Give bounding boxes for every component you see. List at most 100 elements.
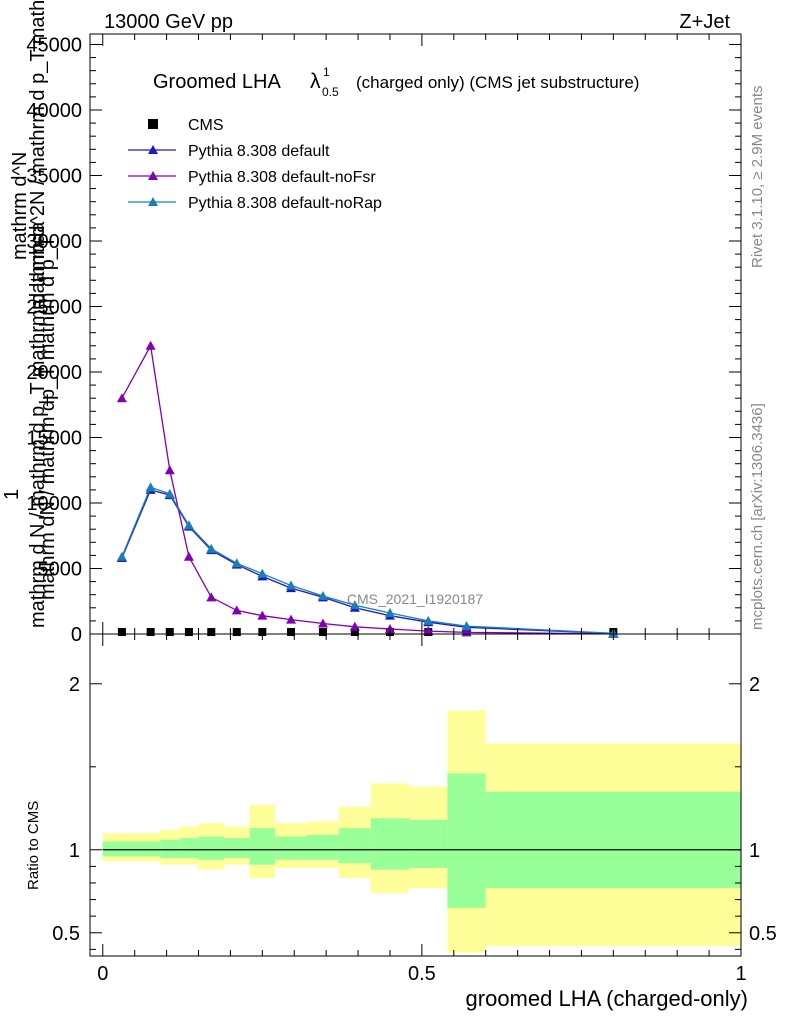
series-marker-2 (257, 610, 268, 620)
series-marker-2 (349, 621, 360, 631)
cms-data-point (117, 628, 126, 637)
cms-data-point (184, 628, 193, 637)
legend-marker-triangle (148, 197, 158, 206)
x-axis-title: groomed LHA (charged-only) (466, 986, 748, 1011)
series-marker-2 (116, 393, 127, 403)
title-lambda: λ (310, 70, 321, 93)
main-axis-ticks: 0 5000 10000 15000 20000 25000 30000 35000 40000… (26, 33, 742, 646)
cms-data-point (232, 628, 241, 637)
series-marker-3 (206, 543, 217, 553)
ratio-ytick-label-right: 0.5 (749, 923, 777, 945)
ratio-ytick-label-left: 1 (69, 840, 80, 862)
legend-label: Pythia 8.308 default-noFsr (188, 169, 376, 186)
title-sub: 0.5 (322, 85, 339, 99)
legend-marker-cms (148, 119, 158, 129)
main-series-group (116, 340, 619, 638)
ratio-band-green (198, 836, 225, 860)
ratio-band-green (307, 834, 339, 860)
series-marker-3 (461, 621, 472, 631)
main-ytick-label: 10000 (26, 493, 82, 515)
series-marker-3 (116, 551, 127, 561)
x-tick-labels: 0 0.5 1 (97, 963, 746, 985)
series-marker-3 (231, 558, 242, 568)
cms-data-point (146, 628, 155, 637)
series-marker-2 (286, 614, 297, 624)
legend-label: Pythia 8.308 default-noRap (188, 195, 382, 212)
title-rest: (charged only) (CMS jet substructure) (356, 73, 639, 92)
series-marker-3 (257, 568, 268, 578)
series-marker-2 (145, 340, 156, 350)
main-ytick-label: 20000 (26, 362, 82, 384)
main-ytick-label: 30000 (26, 231, 82, 253)
ratio-bands (102, 710, 741, 953)
x-tick-label: 0.5 (408, 963, 436, 985)
y-title-line1: mathrm d N / mathrm d p_T mathrm d lambd… (27, 221, 49, 628)
series-marker-3 (164, 488, 175, 498)
series-marker-3 (349, 600, 360, 610)
ratio-band-green (141, 841, 161, 857)
title-main: Groomed LHA (153, 71, 281, 93)
ratio-band-green (338, 828, 371, 864)
ratio-band-green (485, 791, 741, 888)
series-marker-2 (206, 592, 217, 602)
ratio-band-green (447, 773, 486, 908)
ratio-axis-ticks: 0.5 0.5 1 1 2 2 (52, 633, 777, 957)
y-title-line2: mathrm dN / mathrm dp_T mathrm d p_T (37, 236, 59, 600)
series-marker-2 (317, 618, 328, 628)
chart-title: Groomed LHA λ 1 0.5 (charged only) (CMS … (153, 65, 639, 99)
cms-data-point (318, 628, 327, 637)
main-ytick-label: 45000 (26, 34, 82, 56)
ratio-band-green (249, 828, 276, 865)
ratio-ytick-label-right: 1 (749, 840, 760, 862)
ratio-frame (89, 633, 742, 957)
y-title-line3: mathrm d^2N / mathrm d p_T mathrm d lamb… (27, 0, 49, 310)
series-marker-2 (423, 626, 434, 636)
series-marker-2 (231, 605, 242, 615)
ratio-band-green (179, 838, 199, 859)
title-sup: 1 (323, 65, 330, 79)
series-line-1 (121, 489, 614, 635)
legend-marker-triangle (148, 145, 158, 154)
cms-data-point (350, 628, 359, 637)
ratio-ytick-label-left: 2 (69, 674, 80, 696)
cms-data-point (287, 628, 296, 637)
series-marker-2 (183, 551, 194, 561)
series-line-3 (121, 486, 614, 634)
main-ytick-label: 35000 (26, 165, 82, 187)
main-ytick-label: 40000 (26, 100, 82, 122)
cms-data-point (165, 628, 174, 637)
ratio-band-green (102, 841, 142, 857)
main-ytick-label: 0 (71, 624, 82, 646)
ratio-band-green (275, 836, 307, 860)
legend-label: CMS (188, 117, 224, 134)
mcplots-label: mcplots.cern.ch [arXiv:1306.3436] (749, 403, 766, 630)
x-tick-label: 1 (735, 963, 746, 985)
series-marker-3 (317, 591, 328, 601)
ratio-band-green (370, 818, 410, 870)
rivet-label: Rivet 3.1.10, ≥ 2.9M events (749, 86, 766, 269)
legend-marker-triangle (148, 171, 158, 180)
series-marker-3 (423, 615, 434, 625)
series-marker-3 (384, 608, 395, 618)
main-ytick-label: 15000 (26, 427, 82, 449)
ratio-band-green (224, 838, 250, 859)
legend-label: Pythia 8.308 default (188, 143, 330, 160)
series-marker-3 (286, 580, 297, 590)
y-title-line4: mathrm d^N (9, 152, 31, 260)
analysis-watermark: CMS_2021_I1920187 (347, 591, 483, 607)
legend: CMS Pythia 8.308 default Pythia 8.308 defa… (128, 117, 382, 212)
header-right: Z+Jet (679, 11, 730, 33)
ratio-ytick-label-left: 0.5 (52, 923, 80, 945)
series-marker-2 (164, 465, 175, 475)
ratio-band-green (160, 839, 180, 859)
main-ytick-label: 25000 (26, 296, 82, 318)
ratio-ytick-label-right: 2 (749, 674, 760, 696)
ratio-band-green (409, 819, 448, 869)
y-title-one: 1 (1, 489, 23, 500)
series-marker-3 (145, 482, 156, 492)
header-left: 13000 GeV pp (104, 11, 233, 33)
main-ytick-label: 5000 (38, 558, 83, 580)
cms-data-point (207, 628, 216, 637)
x-tick-label: 0 (97, 963, 108, 985)
